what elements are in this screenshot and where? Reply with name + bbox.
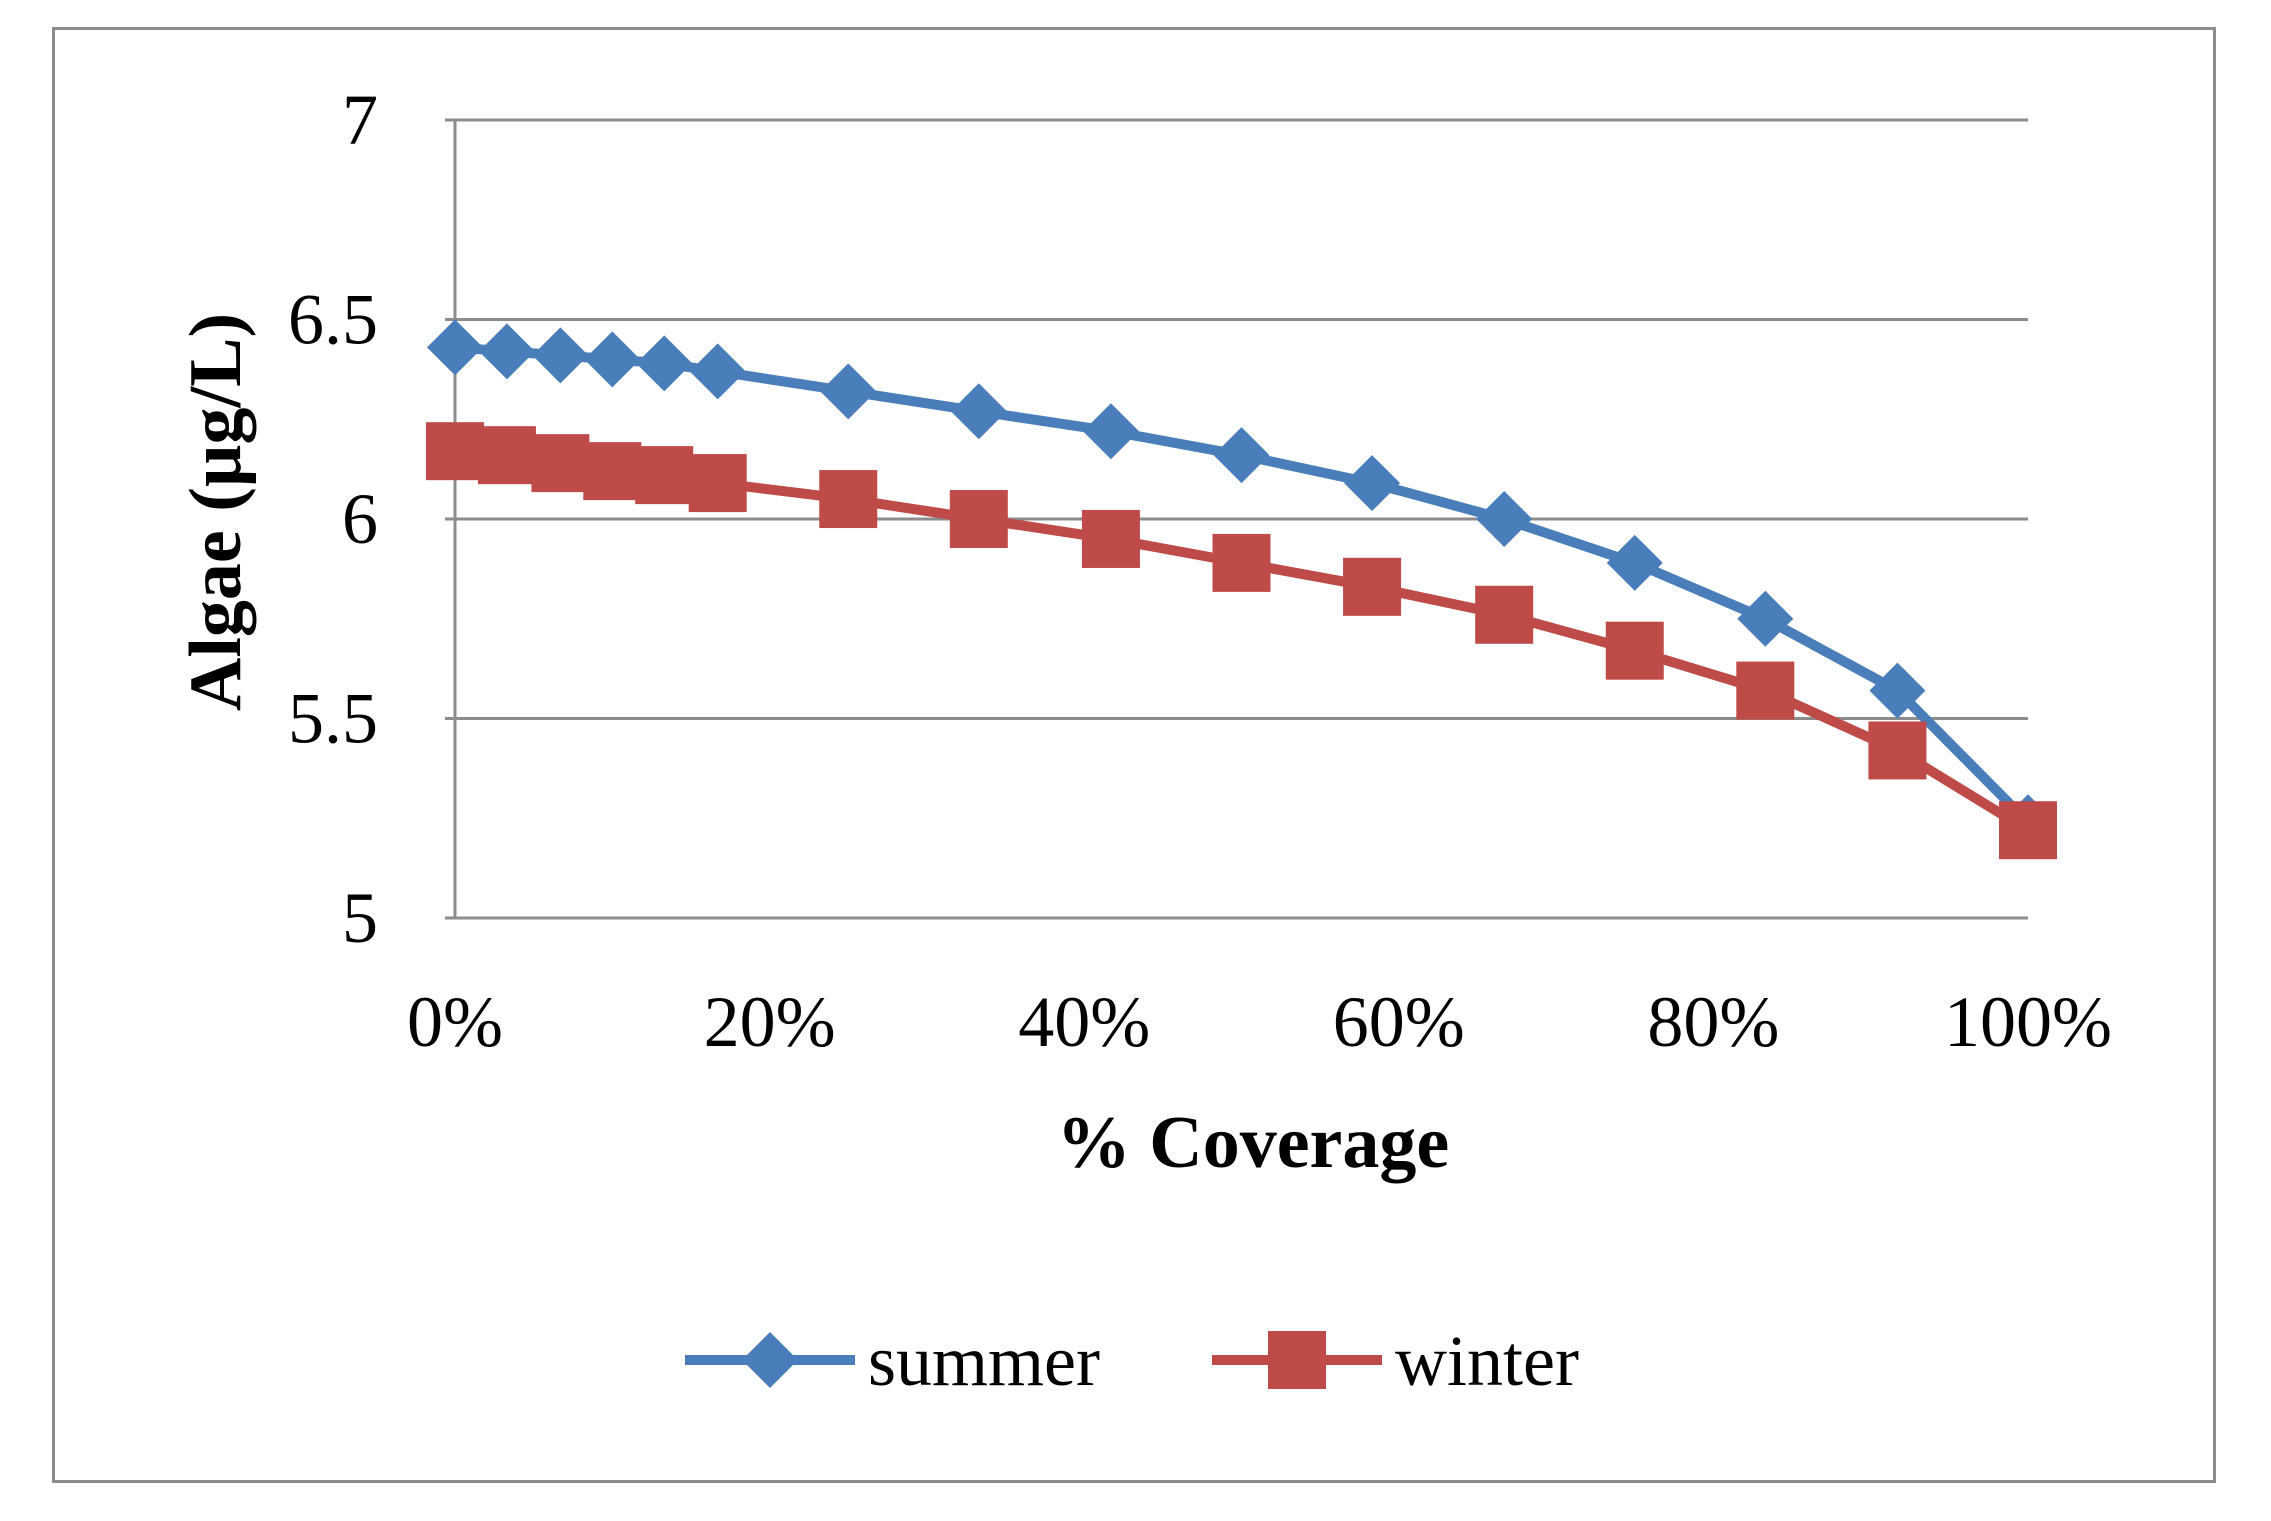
data-point-winter bbox=[1736, 661, 1795, 720]
y-tick-label: 7 bbox=[342, 80, 378, 160]
x-tick-label: 80% bbox=[1647, 982, 1779, 1062]
data-point-summer bbox=[1606, 534, 1663, 591]
series-winter bbox=[426, 422, 2057, 860]
data-point-winter bbox=[635, 446, 694, 505]
legend-item-winter: winter bbox=[1212, 1321, 1579, 1401]
legend-marker-winter bbox=[1268, 1331, 1326, 1389]
data-point-winter bbox=[1605, 621, 1664, 680]
data-point-winter bbox=[531, 434, 590, 493]
data-point-winter bbox=[1343, 557, 1402, 616]
legend-item-summer: summer bbox=[685, 1321, 1100, 1401]
data-point-summer bbox=[584, 331, 641, 388]
legend: summer winter bbox=[685, 1321, 1579, 1401]
data-point-summer bbox=[1737, 590, 1794, 647]
data-point-winter bbox=[1868, 721, 1927, 780]
data-point-summer bbox=[1476, 491, 1533, 547]
data-point-winter bbox=[949, 490, 1008, 548]
x-tick-label: 60% bbox=[1333, 982, 1465, 1062]
legend-label-summer: summer bbox=[868, 1321, 1100, 1401]
legend-marker-summer bbox=[742, 1332, 798, 1388]
y-tick-label: 6.5 bbox=[288, 280, 378, 360]
y-tick-label: 5.5 bbox=[288, 679, 378, 759]
data-point-summer bbox=[1344, 455, 1401, 512]
x-tick-label: 0% bbox=[407, 982, 503, 1062]
legend-label-winter: winter bbox=[1395, 1321, 1579, 1401]
data-point-summer bbox=[689, 343, 746, 400]
data-point-winter bbox=[1999, 801, 2057, 860]
series bbox=[426, 319, 2057, 860]
y-tick-label: 5 bbox=[342, 878, 378, 958]
y-tick-labels: 5 5.5 6 6.5 7 bbox=[288, 80, 378, 958]
chart-frame bbox=[52, 27, 2216, 1483]
data-point-winter bbox=[1475, 585, 1534, 644]
grid-lines bbox=[445, 118, 2028, 920]
x-axis-title: % Coverage bbox=[1057, 1102, 1449, 1184]
data-point-winter bbox=[583, 442, 642, 501]
y-tick-label: 6 bbox=[342, 479, 378, 559]
series-summer bbox=[427, 319, 2056, 851]
x-tick-label: 20% bbox=[704, 982, 836, 1062]
data-point-summer bbox=[820, 363, 877, 420]
data-point-summer bbox=[1869, 662, 1926, 719]
data-point-winter bbox=[688, 454, 747, 513]
data-point-winter bbox=[1212, 533, 1271, 592]
data-point-summer bbox=[1213, 427, 1270, 484]
data-point-summer bbox=[950, 383, 1007, 440]
data-point-summer bbox=[478, 323, 535, 380]
data-point-winter bbox=[477, 426, 536, 485]
x-tick-label: 40% bbox=[1018, 982, 1150, 1062]
y-axis-title: Algae (µg/L) bbox=[175, 313, 257, 711]
data-point-summer bbox=[636, 335, 693, 392]
data-point-summer bbox=[427, 319, 483, 376]
x-tick-label: 100% bbox=[1944, 982, 2112, 1062]
data-point-winter bbox=[819, 470, 878, 529]
data-point-summer bbox=[1082, 403, 1139, 460]
data-point-summer bbox=[532, 327, 589, 384]
data-point-winter bbox=[426, 422, 484, 481]
axes bbox=[453, 120, 2028, 920]
data-point-winter bbox=[1081, 509, 1140, 568]
x-tick-labels: 0% 20% 40% 60% 80% 100% bbox=[407, 982, 2112, 1062]
